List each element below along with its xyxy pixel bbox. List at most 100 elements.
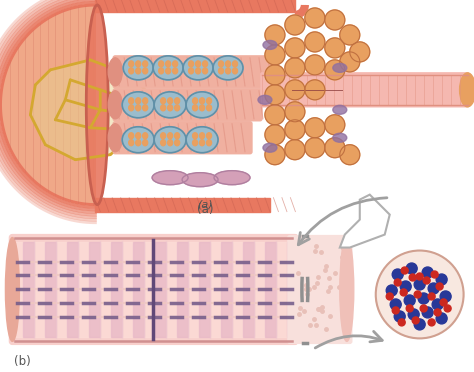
- FancyArrow shape: [95, 0, 295, 12]
- Bar: [221, 241, 232, 337]
- Ellipse shape: [129, 61, 134, 67]
- Ellipse shape: [265, 105, 285, 125]
- Ellipse shape: [202, 68, 208, 74]
- Ellipse shape: [233, 61, 237, 67]
- Ellipse shape: [153, 56, 183, 80]
- Circle shape: [406, 263, 417, 274]
- Circle shape: [428, 319, 435, 326]
- Circle shape: [436, 313, 447, 324]
- Ellipse shape: [173, 68, 178, 74]
- Ellipse shape: [265, 45, 285, 65]
- Polygon shape: [340, 195, 390, 247]
- Ellipse shape: [325, 10, 345, 30]
- Ellipse shape: [285, 80, 305, 100]
- Ellipse shape: [152, 171, 188, 185]
- Ellipse shape: [263, 41, 277, 49]
- Ellipse shape: [285, 15, 305, 35]
- Circle shape: [400, 289, 407, 296]
- Ellipse shape: [325, 38, 345, 58]
- Circle shape: [400, 281, 411, 292]
- Ellipse shape: [207, 140, 211, 146]
- Ellipse shape: [174, 140, 180, 146]
- Ellipse shape: [333, 105, 347, 114]
- Ellipse shape: [136, 140, 141, 146]
- Ellipse shape: [189, 68, 193, 74]
- Ellipse shape: [325, 138, 345, 158]
- Circle shape: [394, 279, 401, 286]
- Ellipse shape: [173, 61, 178, 67]
- Ellipse shape: [143, 140, 148, 146]
- Circle shape: [401, 267, 408, 274]
- Ellipse shape: [136, 61, 141, 67]
- Ellipse shape: [265, 125, 285, 145]
- Ellipse shape: [233, 68, 237, 74]
- Ellipse shape: [143, 68, 148, 74]
- Ellipse shape: [161, 133, 165, 139]
- Polygon shape: [0, 5, 95, 205]
- Bar: [287, 241, 298, 337]
- Ellipse shape: [285, 140, 305, 160]
- FancyArrow shape: [95, 198, 270, 212]
- Ellipse shape: [136, 105, 141, 111]
- Circle shape: [422, 267, 433, 278]
- Ellipse shape: [143, 98, 148, 104]
- Ellipse shape: [136, 68, 141, 74]
- Ellipse shape: [305, 8, 325, 28]
- Ellipse shape: [174, 105, 180, 111]
- Ellipse shape: [192, 105, 198, 111]
- Circle shape: [428, 293, 435, 300]
- Ellipse shape: [122, 92, 154, 118]
- Bar: [144, 241, 155, 337]
- Ellipse shape: [226, 68, 230, 74]
- Ellipse shape: [325, 115, 345, 135]
- Circle shape: [434, 309, 441, 316]
- Ellipse shape: [200, 105, 205, 111]
- Bar: [188, 241, 199, 337]
- Circle shape: [414, 279, 425, 290]
- Circle shape: [423, 277, 430, 284]
- Ellipse shape: [165, 61, 171, 67]
- Ellipse shape: [219, 68, 224, 74]
- Ellipse shape: [192, 140, 198, 146]
- Ellipse shape: [305, 118, 325, 138]
- Ellipse shape: [196, 68, 201, 74]
- Ellipse shape: [168, 98, 173, 104]
- Ellipse shape: [154, 92, 186, 118]
- Ellipse shape: [129, 140, 134, 146]
- Bar: [276, 241, 287, 337]
- Bar: [254, 241, 265, 337]
- Ellipse shape: [161, 98, 165, 104]
- Circle shape: [392, 307, 399, 314]
- Text: (a): (a): [197, 200, 213, 210]
- Bar: [56, 241, 67, 337]
- Circle shape: [440, 291, 451, 302]
- FancyBboxPatch shape: [113, 122, 252, 154]
- Circle shape: [414, 319, 425, 330]
- Bar: [46, 241, 56, 337]
- Bar: [89, 241, 100, 337]
- Circle shape: [390, 299, 401, 310]
- Ellipse shape: [168, 140, 173, 146]
- Ellipse shape: [168, 133, 173, 139]
- Ellipse shape: [340, 25, 360, 45]
- Ellipse shape: [340, 52, 360, 72]
- Ellipse shape: [159, 68, 164, 74]
- Ellipse shape: [174, 133, 180, 139]
- Circle shape: [432, 299, 443, 310]
- Ellipse shape: [213, 56, 243, 80]
- Bar: [166, 241, 177, 337]
- Circle shape: [386, 285, 397, 296]
- Circle shape: [444, 305, 451, 312]
- Ellipse shape: [174, 98, 180, 104]
- Ellipse shape: [265, 65, 285, 85]
- FancyArrow shape: [262, 94, 467, 96]
- Ellipse shape: [108, 124, 122, 152]
- Ellipse shape: [305, 80, 325, 100]
- Ellipse shape: [305, 138, 325, 158]
- Ellipse shape: [285, 38, 305, 58]
- FancyBboxPatch shape: [113, 89, 262, 121]
- FancyBboxPatch shape: [288, 235, 352, 343]
- Bar: [243, 241, 254, 337]
- Ellipse shape: [285, 58, 305, 78]
- Bar: [155, 241, 166, 337]
